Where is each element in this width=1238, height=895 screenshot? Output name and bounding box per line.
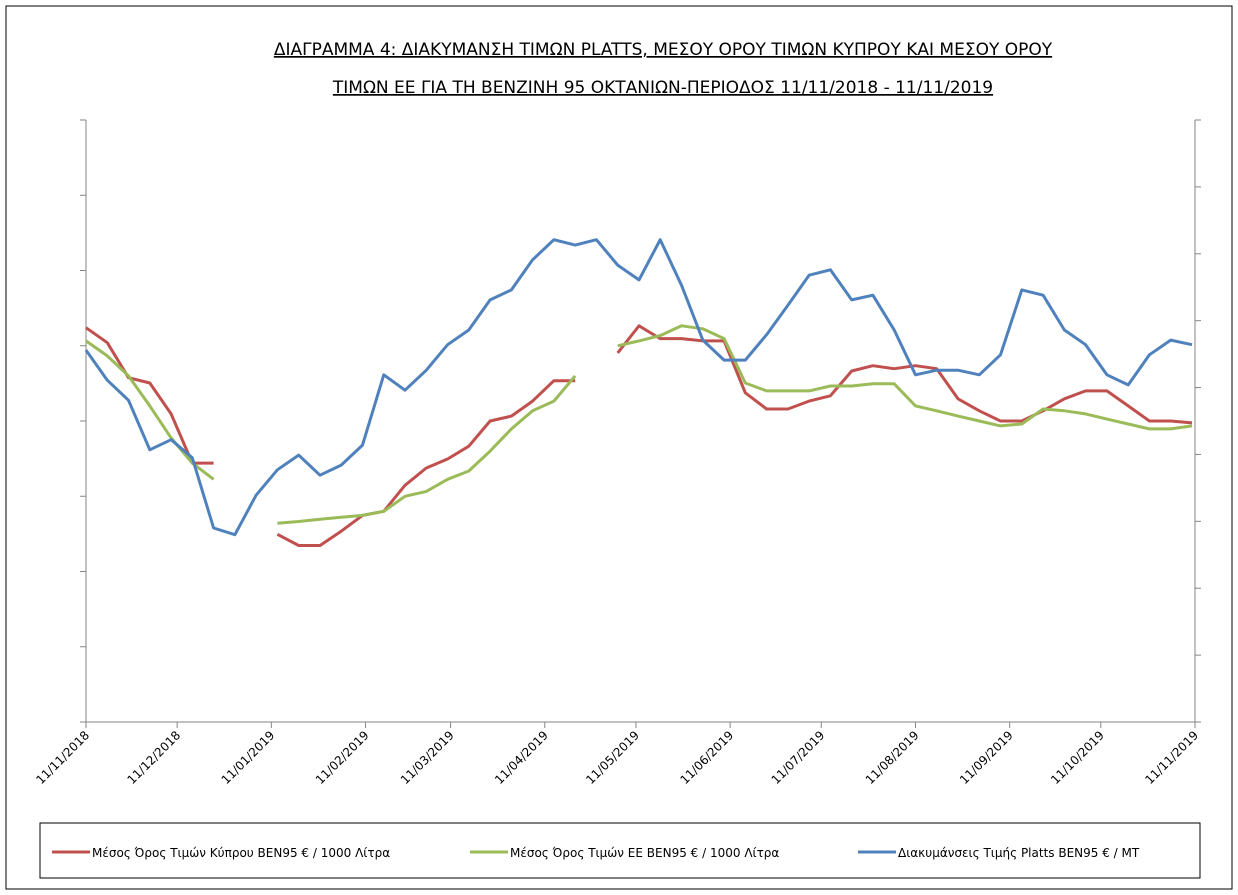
chart-border <box>5 5 1233 890</box>
legend-box <box>39 822 1201 879</box>
chart-title: ΔΙΑΓΡΑΜΜΑ 4: ΔΙΑΚΥΜΑΝΣΗ ΤΙΜΩΝ PLATTS, ΜΕ… <box>274 40 1053 60</box>
series-line <box>84 238 1193 537</box>
legend-label: Μέσος Όρος Τιμών ΕΕ ΒΕΝ95 € / 1000 Λίτρα <box>510 846 779 860</box>
legend-label: Μέσος Όρος Τιμών Κύπρου ΒΕΝ95 € / 1000 Λ… <box>92 846 390 860</box>
series-line <box>85 324 1193 525</box>
chart-title: ΤΙΜΩΝ ΕΕ ΓΙΑ ΤΗ ΒΕΝΖΙΝΗ 95 ΟΚΤΑΝΙΩΝ-ΠΕΡΙ… <box>332 78 993 98</box>
legend-label: Διακυμάνσεις Τιμής Platts ΒΕΝ95 € / ΜΤ <box>898 846 1140 860</box>
